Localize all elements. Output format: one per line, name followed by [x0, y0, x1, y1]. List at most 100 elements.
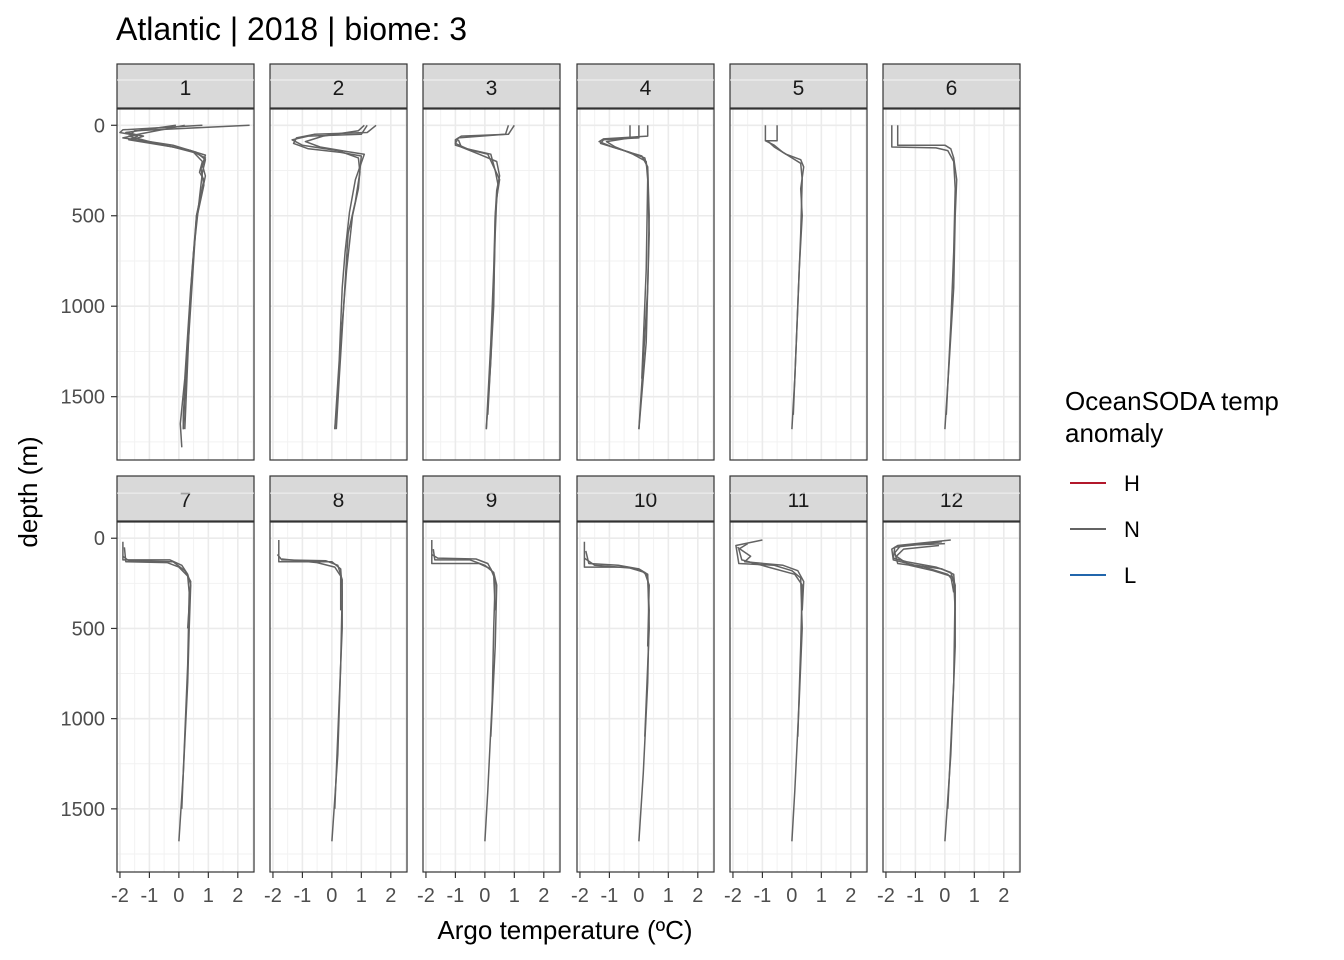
panel-border — [269, 521, 408, 873]
profile-line — [767, 141, 805, 415]
panel-border — [729, 108, 868, 461]
facet-strip-label: 8 — [333, 489, 345, 512]
profile-line — [432, 548, 498, 737]
plot-background — [423, 522, 560, 872]
facet-panel-12: 12-2 -1 0 1 2 — [877, 475, 1021, 907]
x-tick-label: 0 — [633, 885, 644, 907]
x-tick-label: 2 — [692, 885, 703, 907]
x-tick-label: -1 — [141, 885, 159, 907]
y-tick-label: 0 — [94, 528, 105, 550]
profile-line — [764, 125, 778, 142]
facet-panel-4: 4 — [576, 63, 715, 461]
facet-strip — [269, 475, 408, 522]
profile-line — [585, 550, 650, 737]
x-tick-label: -2 — [724, 885, 742, 907]
facet-strip-label: 3 — [486, 77, 498, 100]
y-axis-title: depth (m) — [13, 436, 43, 547]
legend-keys: HNL — [1070, 471, 1140, 588]
profile-line — [736, 546, 805, 611]
x-tick-label: -1 — [601, 885, 619, 907]
facet-panel-5: 5 — [729, 63, 868, 461]
plot-background — [577, 522, 714, 872]
profile-line — [891, 125, 956, 415]
facet-panel-8: 8 -2 -1 0 1 2 — [264, 475, 408, 907]
legend-label-L: L — [1124, 563, 1136, 588]
legend-label-N: N — [1124, 517, 1140, 542]
legend-label-H: H — [1124, 471, 1140, 496]
x-tick-label: 2 — [845, 885, 856, 907]
x-tick-label: 1 — [356, 885, 367, 907]
facet-panel-10: 10 -2 -1 0 1 2 — [571, 475, 715, 907]
plot-background — [883, 109, 1020, 460]
profile-line — [457, 139, 501, 415]
facet-strip-label: 10 — [634, 489, 657, 512]
legend: OceanSODA temp anomaly HNL — [1065, 386, 1279, 588]
profile-line — [125, 124, 207, 448]
x-tick-label: -2 — [877, 885, 895, 907]
profile-line — [892, 541, 956, 809]
profile-line — [122, 555, 192, 629]
facet-strip-label: 9 — [486, 489, 498, 512]
x-tick-label: -1 — [447, 885, 465, 907]
panel-border — [116, 521, 255, 873]
facet-strip — [422, 63, 561, 109]
y-tick-label: 500 — [72, 618, 105, 640]
legend-title-line-1: OceanSODA temp — [1065, 386, 1279, 416]
panel-border — [576, 521, 715, 873]
x-tick-label: -2 — [417, 885, 435, 907]
x-tick-label: -2 — [111, 885, 129, 907]
panel-border — [576, 108, 715, 461]
profile-line — [304, 124, 366, 430]
x-tick-label: 2 — [998, 885, 1009, 907]
facet-panel-1: 1 0 500 1000 1500 — [61, 63, 255, 461]
legend-title-line-2: anomaly — [1065, 418, 1163, 448]
profile-line — [605, 125, 649, 379]
x-tick-label: -2 — [264, 885, 282, 907]
plot-background — [270, 109, 407, 460]
profile-line — [895, 544, 955, 593]
facet-panel-2: 2 — [269, 63, 408, 461]
facet-panel-9: 9 -2 -1 0 1 2 — [417, 475, 561, 907]
panel-border — [116, 108, 255, 461]
profile-line — [454, 125, 510, 430]
facet-strip-label: 4 — [640, 77, 652, 100]
x-tick-label: 0 — [173, 885, 184, 907]
facet-panel-11: 11 -2 -1 0 1 2 — [724, 475, 868, 907]
profile-line — [431, 553, 496, 611]
x-tick-label: 1 — [969, 885, 980, 907]
panel-border — [269, 108, 408, 461]
facet-strip — [729, 63, 868, 109]
facet-strip — [882, 475, 1021, 522]
x-tick-label: 0 — [939, 885, 950, 907]
x-axis-title: Argo temperature (ºC) — [437, 915, 692, 945]
profile-line — [599, 125, 650, 430]
y-tick-label: 1000 — [61, 709, 106, 731]
profile-line — [738, 542, 803, 737]
x-tick-label: -1 — [907, 885, 925, 907]
facet-strip — [116, 475, 255, 522]
facet-strip-label: 11 — [788, 489, 810, 512]
y-tick-label: 0 — [94, 115, 105, 137]
profile-line — [123, 547, 190, 809]
x-tick-label: 0 — [786, 885, 797, 907]
plot-background — [270, 522, 407, 872]
x-tick-label: 1 — [203, 885, 214, 907]
panel-border — [882, 108, 1021, 461]
x-tick-label: 1 — [509, 885, 520, 907]
y-tick-label: 500 — [72, 206, 105, 228]
profile-line — [291, 124, 368, 430]
panel-border — [882, 521, 1021, 873]
facet-strip — [729, 475, 868, 522]
profile-line — [281, 558, 342, 611]
facet-panel-3: 3 — [422, 63, 561, 461]
x-tick-label: -2 — [571, 885, 589, 907]
facet-strip-label: 1 — [180, 77, 192, 100]
x-tick-label: -1 — [294, 885, 312, 907]
facet-strip — [576, 475, 715, 522]
facet-strip-label: 12 — [940, 489, 963, 512]
facet-strip — [882, 63, 1021, 109]
x-tick-label: 2 — [385, 885, 396, 907]
